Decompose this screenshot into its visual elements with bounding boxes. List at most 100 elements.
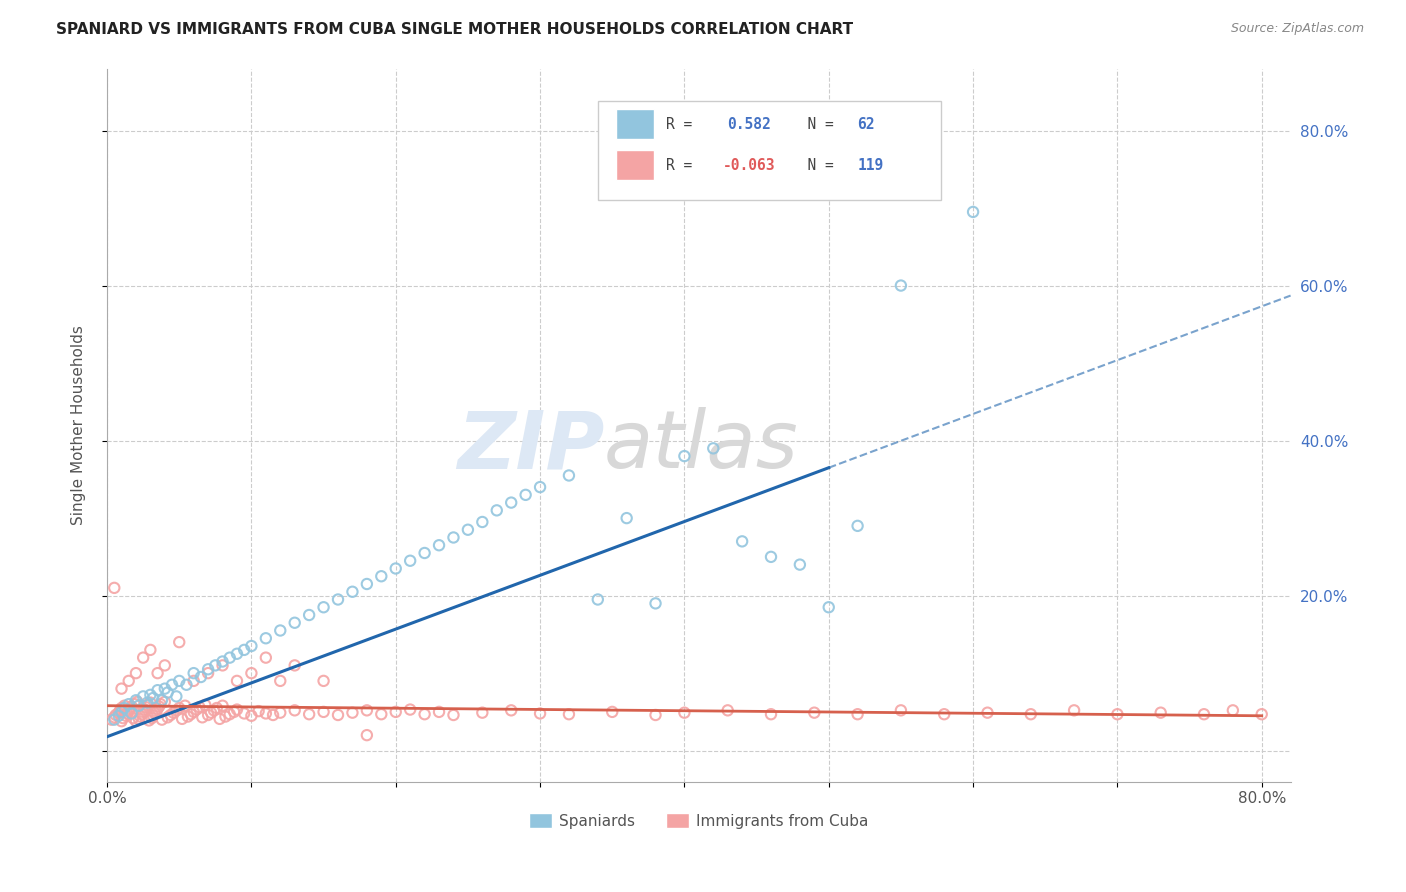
Point (107, 708, 129, 723)
Point (153, 658, 176, 673)
Point (120, 702, 142, 716)
Point (104, 708, 127, 723)
Point (485, 503, 508, 517)
Point (127, 695, 149, 709)
Point (312, 673, 335, 688)
Point (284, 658, 307, 673)
Point (146, 666, 169, 681)
Point (176, 678, 198, 692)
Text: 119: 119 (858, 158, 884, 173)
Point (183, 705, 205, 719)
Point (803, 706, 825, 720)
Point (149, 697, 172, 711)
Point (103, 713, 125, 727)
Point (153, 681, 176, 696)
Point (399, 554, 422, 568)
Point (197, 662, 219, 676)
Point (254, 632, 277, 646)
Point (177, 709, 200, 723)
Point (143, 706, 166, 721)
Point (1250, 707, 1272, 722)
Point (211, 655, 233, 669)
Point (356, 577, 378, 591)
Point (269, 673, 291, 688)
Text: R =: R = (665, 117, 710, 132)
Point (132, 690, 155, 704)
Point (673, 706, 696, 720)
Point (356, 703, 378, 717)
Point (226, 702, 249, 716)
Point (1107, 707, 1129, 722)
Point (197, 708, 219, 723)
Point (326, 592, 349, 607)
Point (558, 707, 581, 722)
Point (191, 710, 214, 724)
Point (413, 546, 436, 560)
Point (174, 698, 197, 713)
Point (789, 558, 811, 572)
Text: Source: ZipAtlas.com: Source: ZipAtlas.com (1230, 22, 1364, 36)
Point (135, 700, 157, 714)
Point (342, 584, 364, 599)
Point (117, 706, 139, 721)
Point (208, 712, 231, 726)
Point (194, 698, 217, 712)
Point (148, 699, 170, 714)
Text: 0.582: 0.582 (727, 117, 770, 132)
Point (110, 714, 132, 729)
Point (110, 681, 132, 696)
Point (183, 666, 205, 681)
Point (427, 538, 450, 552)
Point (145, 704, 167, 718)
Point (890, 278, 912, 293)
Point (356, 728, 378, 742)
Point (142, 690, 165, 705)
Point (118, 673, 141, 688)
Point (702, 442, 724, 456)
Point (128, 698, 150, 713)
Point (202, 703, 225, 717)
Point (167, 701, 190, 715)
Point (183, 673, 205, 688)
Point (846, 707, 869, 722)
Point (167, 673, 190, 688)
Text: -0.063: -0.063 (723, 158, 775, 173)
Point (1222, 703, 1244, 717)
Point (240, 639, 263, 653)
Point (205, 701, 228, 715)
Text: atlas: atlas (605, 408, 799, 485)
Point (146, 702, 169, 716)
Point (370, 707, 392, 722)
Point (443, 531, 465, 545)
Point (103, 581, 125, 595)
FancyBboxPatch shape (598, 101, 942, 201)
Y-axis label: Single Mother Households: Single Mother Households (72, 326, 86, 525)
Point (262, 708, 284, 723)
Point (218, 707, 240, 722)
Point (122, 711, 145, 725)
FancyBboxPatch shape (616, 110, 654, 139)
Point (118, 697, 141, 711)
Point (817, 600, 839, 615)
Point (159, 708, 181, 723)
Point (153, 695, 176, 709)
Point (370, 569, 392, 583)
Point (125, 666, 148, 681)
Point (125, 714, 148, 729)
Point (471, 515, 494, 529)
Point (298, 707, 321, 722)
Point (342, 706, 364, 720)
Point (124, 697, 146, 711)
Point (146, 683, 169, 698)
Point (312, 705, 335, 719)
Point (150, 693, 173, 707)
Point (136, 698, 159, 712)
Point (112, 701, 135, 715)
Point (399, 702, 422, 716)
Point (141, 711, 163, 725)
Point (759, 707, 782, 722)
Point (136, 696, 159, 710)
Text: N =: N = (790, 117, 842, 132)
Point (413, 707, 436, 722)
Point (644, 596, 666, 610)
